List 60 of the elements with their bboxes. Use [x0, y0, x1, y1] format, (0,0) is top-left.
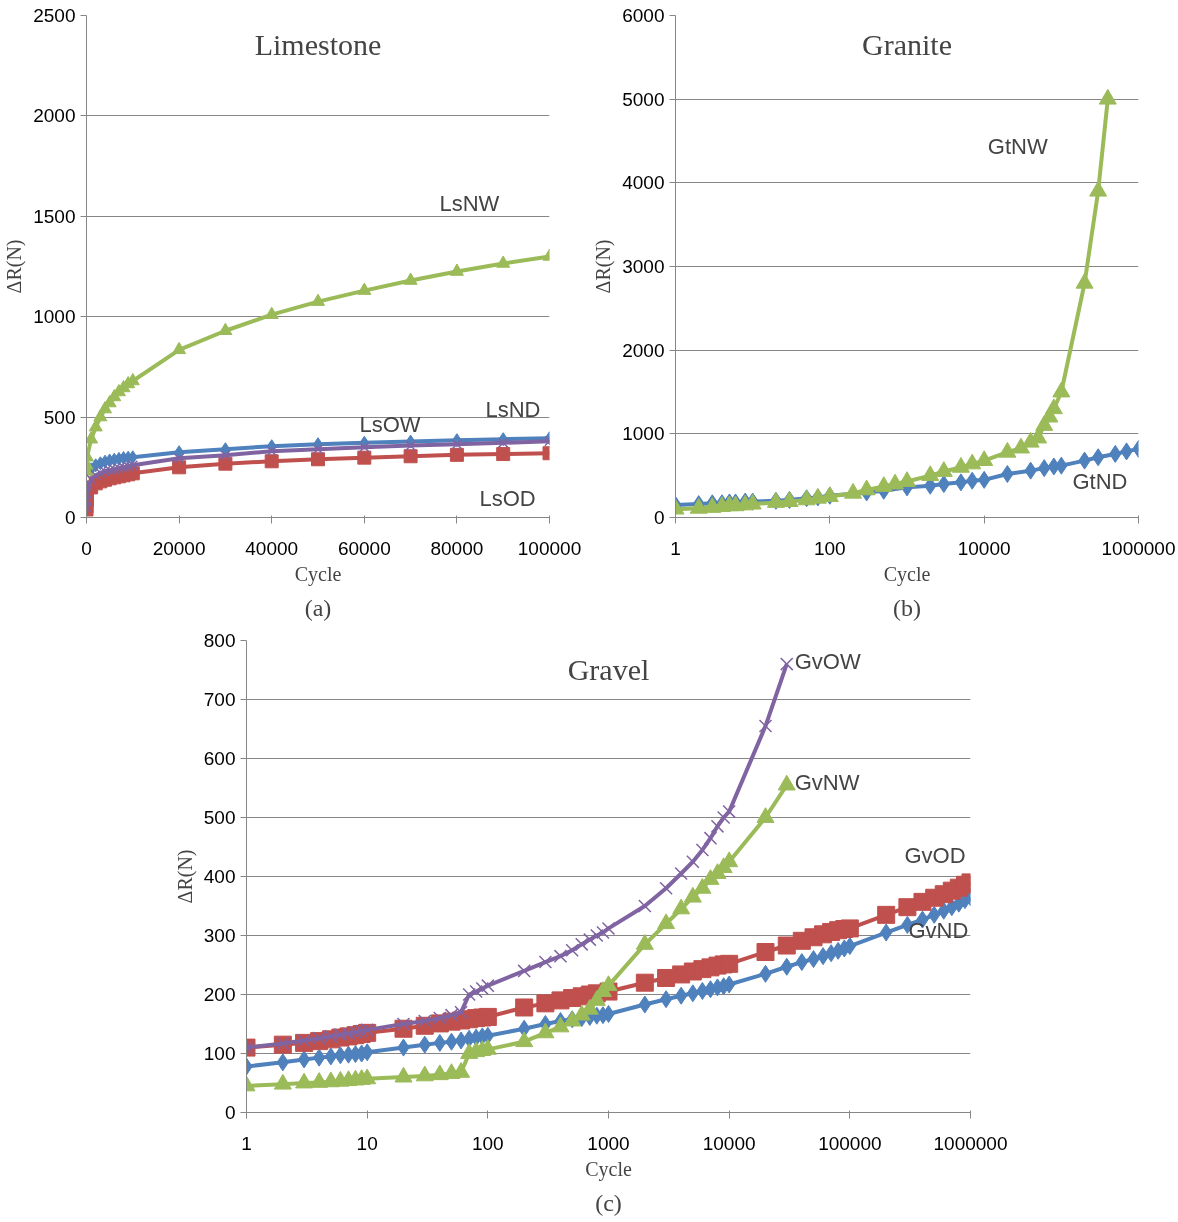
y-tick-label: 200	[203, 984, 236, 1005]
x-tick-label: 10	[356, 1132, 378, 1154]
chart-title: Limestone	[254, 27, 382, 61]
x-tick-label: 10000	[702, 1132, 756, 1154]
chart-title: Gravel	[567, 652, 650, 686]
y-tick-label: 4000	[622, 172, 665, 194]
x-tick-label: 60000	[337, 537, 391, 559]
x-tick-label: 20000	[152, 537, 206, 559]
y-tick-label: 600	[203, 748, 236, 769]
y-tick-label: 100	[203, 1043, 236, 1064]
x-axis-title: Cycle	[585, 1157, 632, 1181]
x-tick-label: 1000000	[1101, 537, 1176, 559]
series-label: GvOW	[794, 649, 861, 675]
y-tick-label: 800	[203, 630, 236, 651]
x-tick-label: 100	[813, 537, 846, 559]
x-tick-label: 1000	[587, 1132, 630, 1154]
x-tick-label: 100000	[818, 1132, 882, 1154]
series-label: GtND	[1072, 468, 1128, 494]
y-axis-title: ΔR(N)	[3, 239, 27, 294]
text: (b)	[893, 594, 921, 621]
y-axis-title: ΔR(N)	[592, 239, 616, 294]
chart-title: Granite	[862, 27, 952, 61]
x-tick-label: 100	[471, 1132, 504, 1154]
y-tick-label: 300	[203, 925, 236, 946]
x-tick-label: 1000000	[933, 1132, 1008, 1154]
x-tick-label: 80000	[430, 537, 484, 559]
y-tick-label: 500	[43, 406, 76, 428]
x-tick-label: 100000	[517, 537, 582, 559]
x-tick-label: 1	[241, 1132, 252, 1154]
series-label: GvNW	[794, 770, 860, 796]
series-label: LsOW	[359, 412, 421, 438]
y-tick-label: 1000	[33, 306, 76, 328]
y-tick-label: 3000	[622, 256, 665, 277]
y-tick-label: 0	[64, 507, 76, 528]
series-label: LsOD	[479, 486, 536, 512]
text: (c)	[595, 1189, 622, 1216]
text: (a)	[304, 594, 332, 621]
y-tick-label: 6000	[622, 5, 665, 26]
series-label: LsNW	[439, 191, 500, 217]
y-tick-label: 700	[203, 689, 236, 710]
x-tick-label: 0	[81, 537, 92, 559]
y-tick-label: 500	[203, 807, 236, 828]
text: GtNW	[987, 134, 1048, 160]
y-tick-label: 2000	[33, 105, 76, 127]
y-tick-label: 2000	[622, 339, 665, 361]
y-tick-label: 400	[203, 866, 236, 887]
x-tick-label: 40000	[245, 537, 299, 559]
y-tick-label: 2500	[33, 5, 76, 26]
x-axis-title: Cycle	[883, 562, 931, 586]
y-tick-label: 0	[224, 1102, 236, 1123]
series-label: LsND	[485, 397, 541, 423]
y-axis-title: ΔR(N)	[173, 849, 197, 904]
y-tick-label: 1500	[33, 205, 76, 227]
y-tick-label: 0	[653, 507, 665, 528]
x-axis-title: Cycle	[294, 562, 342, 586]
series-label: GvOD	[904, 843, 966, 869]
x-tick-label: 1	[670, 537, 681, 559]
y-tick-label: 1000	[622, 423, 665, 445]
x-tick-label: 10000	[957, 537, 1011, 559]
y-tick-label: 5000	[622, 88, 665, 110]
